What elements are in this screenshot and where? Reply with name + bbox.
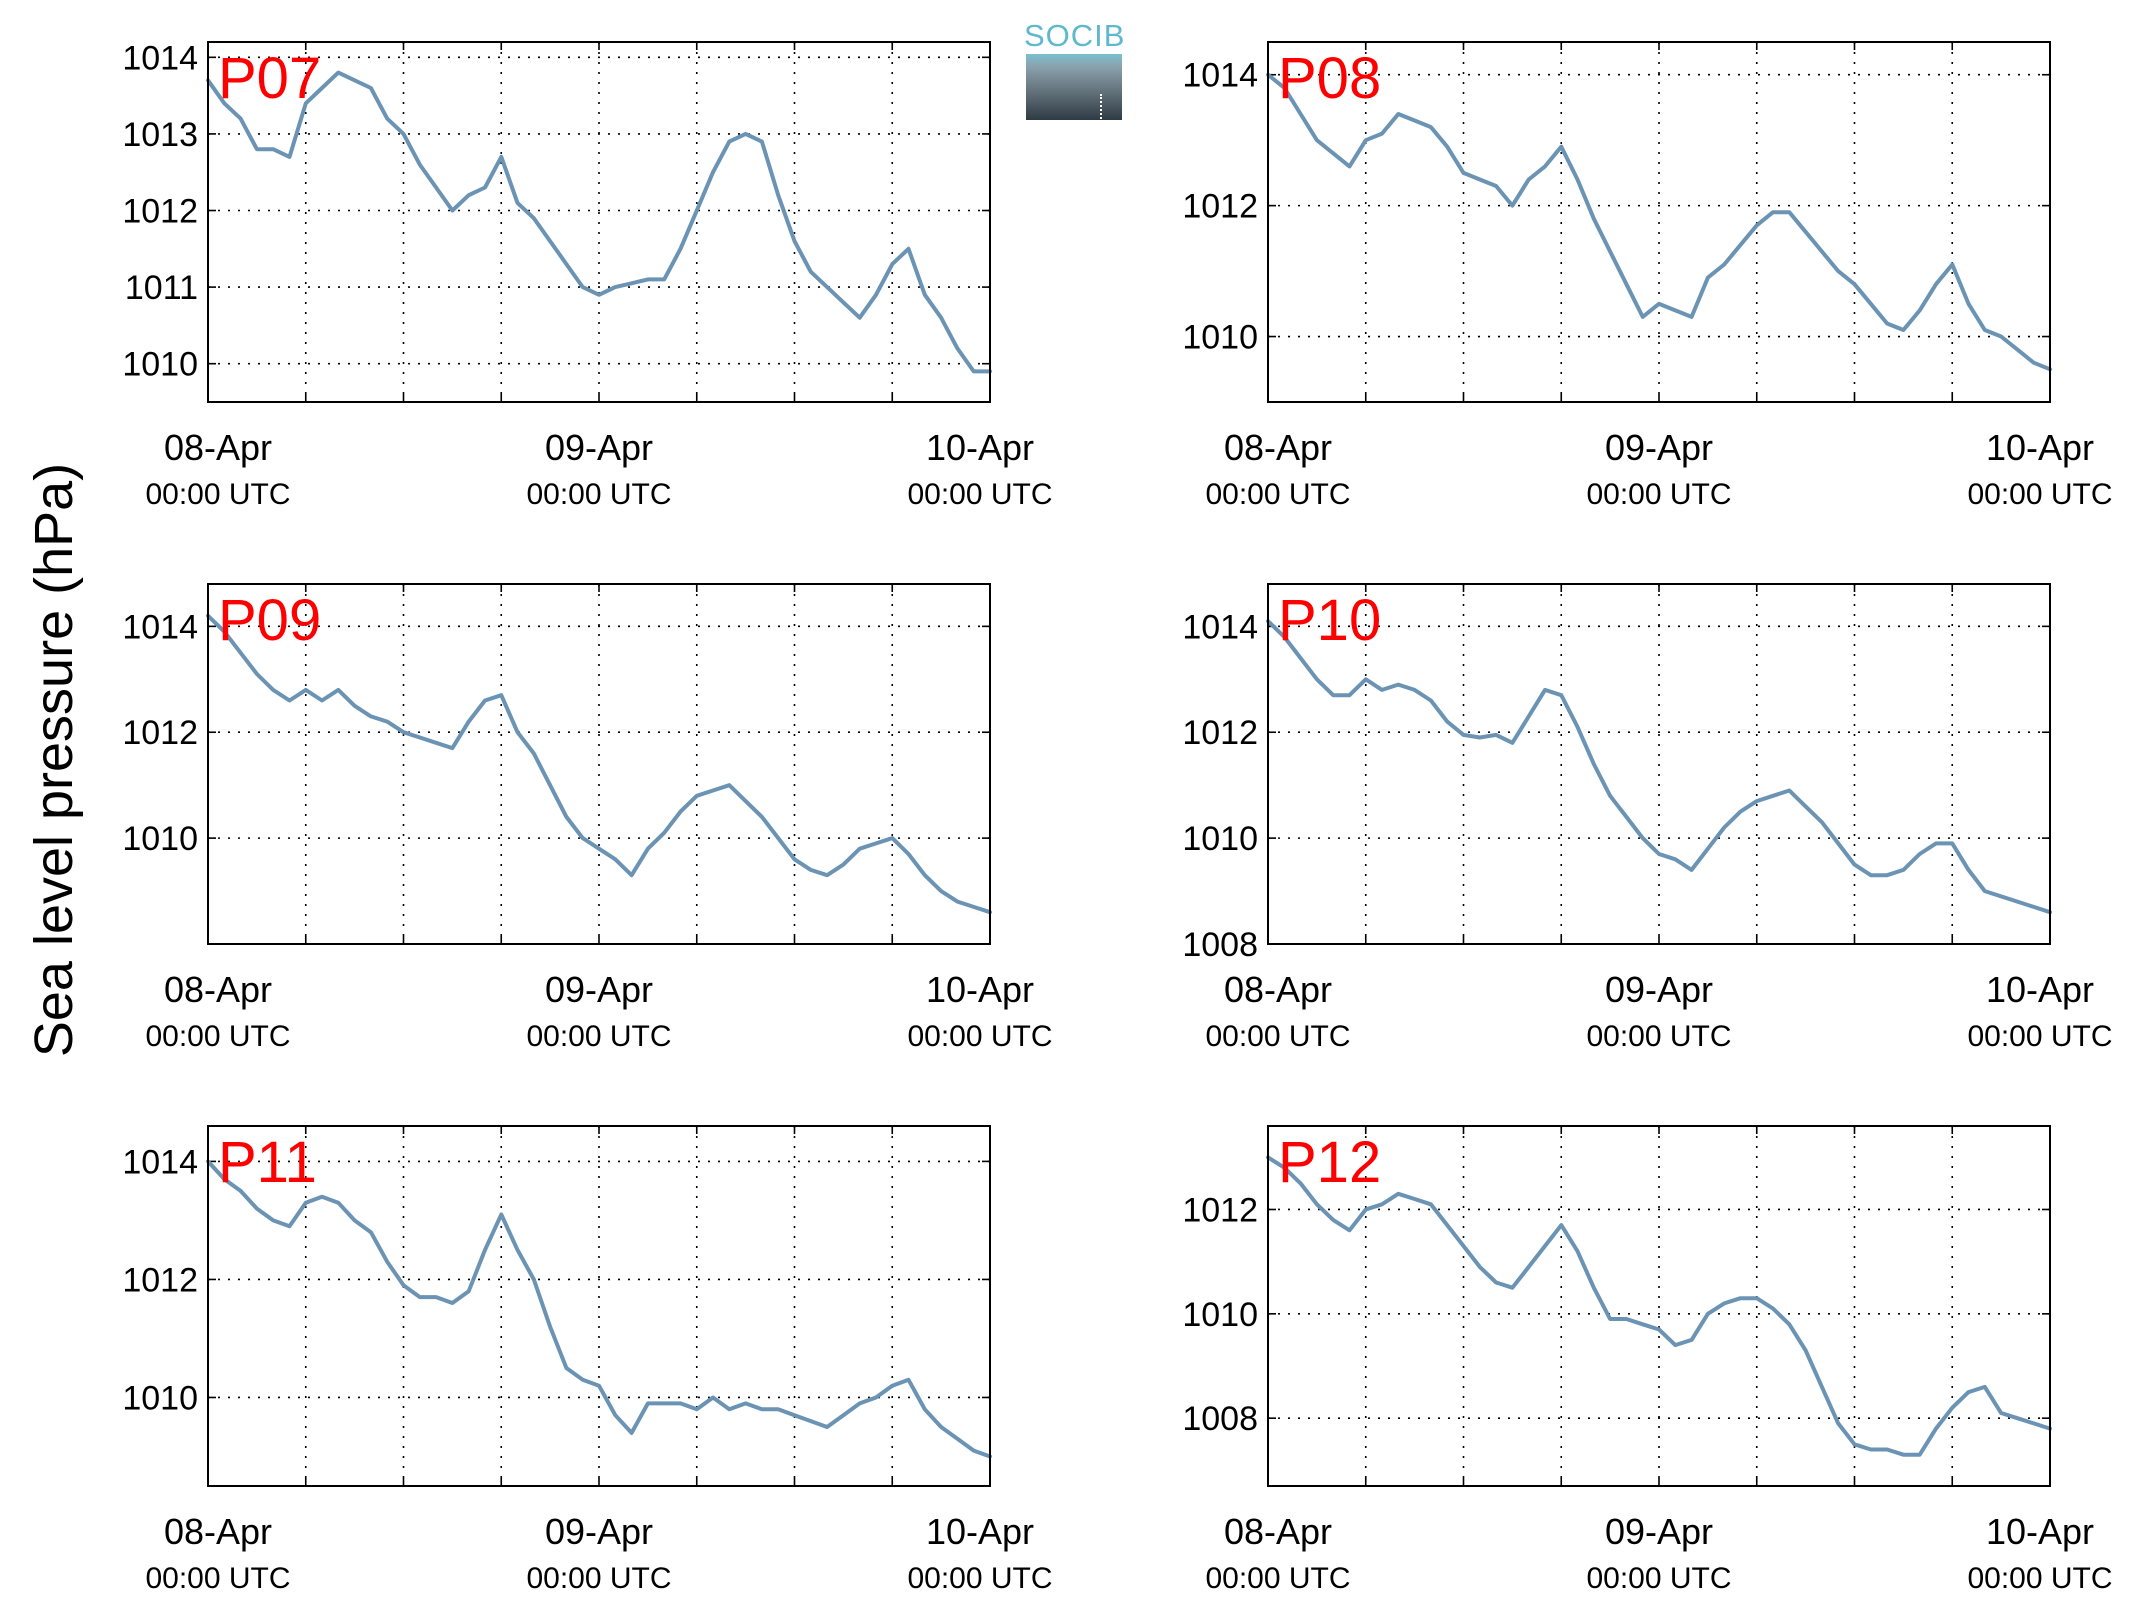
y-tick-label: 1012	[122, 1261, 198, 1299]
y-tick-label: 1010	[122, 346, 198, 384]
logo-graphic	[1026, 54, 1122, 130]
panel-p08: 1010 1012 1014 P08 08-Apr 00:00 UTC 09-Apr 00:0…	[1182, 41, 2113, 511]
pressure-line-p08	[1266, 72, 2052, 372]
x-tick-label-date: 09-Apr	[1605, 1511, 1713, 1552]
x-tick-label-date: 08-Apr	[164, 427, 272, 468]
x-tick-label-time: 00:00 UTC	[1205, 1562, 1350, 1595]
station-label: P09	[218, 588, 321, 653]
panel-p07: 1010 1011 1012 1013 1014 P07 08-Apr 00:00 UTC 09…	[122, 39, 1052, 511]
pressure-line-p12	[1266, 1155, 2052, 1457]
pressure-line-p09	[206, 613, 992, 915]
y-tick-label: 1010	[122, 820, 198, 858]
x-tick-label-time: 00:00 UTC	[145, 478, 290, 511]
x-tick-label-time: 00:00 UTC	[1205, 1020, 1350, 1053]
y-tick-label: 1011	[125, 269, 198, 307]
station-label: P12	[1278, 1130, 1381, 1195]
x-tick-label-time: 00:00 UTC	[1967, 1020, 2112, 1053]
y-tick-label: 1012	[122, 193, 198, 231]
plot-frame	[207, 583, 991, 945]
x-tick-label-time: 00:00 UTC	[145, 1562, 290, 1595]
plot-frame	[1267, 583, 2051, 945]
plot-frame	[207, 1125, 991, 1487]
station-label: P10	[1278, 588, 1381, 653]
x-tick-label-time: 00:00 UTC	[1967, 1562, 2112, 1595]
x-tick-label-date: 10-Apr	[1986, 969, 2094, 1010]
plot-frame	[1267, 1125, 2051, 1487]
x-tick-label-time: 00:00 UTC	[907, 1020, 1052, 1053]
x-tick-label-time: 00:00 UTC	[145, 1020, 290, 1053]
x-tick-label-time: 00:00 UTC	[907, 478, 1052, 511]
x-tick-label-time: 00:00 UTC	[526, 478, 671, 511]
pressure-line-p07	[206, 70, 992, 374]
y-tick-label: 1014	[122, 1143, 198, 1181]
y-tick-label: 1012	[1182, 188, 1258, 226]
y-tick-label: 1014	[1182, 608, 1258, 646]
x-tick-label-date: 10-Apr	[926, 427, 1034, 468]
panel-p12: 1008 1010 1012 P12 08-Apr 00:00 UTC 09-Apr 00:0…	[1182, 1125, 2113, 1595]
x-tick-label-date: 10-Apr	[1986, 427, 2094, 468]
y-tick-label: 1014	[122, 39, 198, 77]
x-tick-label-time: 00:00 UTC	[1586, 478, 1731, 511]
y-axis-label: Sea level pressure (hPa)	[24, 463, 84, 1057]
x-tick-label-time: 00:00 UTC	[1586, 1020, 1731, 1053]
y-tick-label: 1012	[1182, 1191, 1258, 1229]
y-tick-label: 1010	[122, 1379, 198, 1417]
pressure-line-p11	[206, 1159, 992, 1459]
x-tick-label-time: 00:00 UTC	[526, 1020, 671, 1053]
y-tick-label: 1014	[122, 608, 198, 646]
plot-frame	[207, 41, 991, 403]
x-tick-label-time: 00:00 UTC	[1586, 1562, 1731, 1595]
logo-mast-icon	[1100, 94, 1102, 130]
x-tick-label-time: 00:00 UTC	[907, 1562, 1052, 1595]
socib-logo: SOCIB	[1024, 18, 1126, 130]
logo-text: SOCIB	[1024, 18, 1126, 53]
station-label: P08	[1278, 46, 1381, 111]
x-tick-label-date: 09-Apr	[1605, 427, 1713, 468]
x-tick-label-date: 09-Apr	[545, 969, 653, 1010]
x-tick-label-date: 10-Apr	[1986, 1511, 2094, 1552]
x-tick-label-time: 00:00 UTC	[1967, 478, 2112, 511]
x-tick-label-date: 10-Apr	[926, 1511, 1034, 1552]
x-tick-label-date: 08-Apr	[1224, 427, 1332, 468]
station-label: P07	[218, 46, 321, 111]
pressure-line-p10	[1266, 619, 2052, 915]
panels: 1010 1011 1012 1013 1014 P07 08-Apr 00:00 UTC 09…	[122, 39, 2112, 1595]
x-tick-label-date: 08-Apr	[1224, 1511, 1332, 1552]
x-tick-label-date: 10-Apr	[926, 969, 1034, 1010]
y-tick-label: 1008	[1182, 926, 1258, 964]
y-tick-label: 1010	[1182, 319, 1258, 357]
x-tick-label-date: 09-Apr	[1605, 969, 1713, 1010]
x-tick-label-time: 00:00 UTC	[526, 1562, 671, 1595]
panel-p11: 1010 1012 1014 P11 08-Apr 00:00 UTC 09-Apr 00:0…	[122, 1125, 1053, 1595]
station-label: P11	[218, 1130, 317, 1195]
x-tick-label-date: 08-Apr	[1224, 969, 1332, 1010]
y-tick-label: 1010	[1182, 820, 1258, 858]
y-tick-label: 1008	[1182, 1400, 1258, 1438]
y-tick-label: 1012	[122, 714, 198, 752]
y-tick-label: 1013	[122, 116, 198, 154]
x-tick-label-date: 08-Apr	[164, 1511, 272, 1552]
panel-p10: 1008 1010 1012 1014 P10 08-Apr 00:00 UTC 09-Apr…	[1182, 583, 2113, 1053]
y-tick-label: 1012	[1182, 714, 1258, 752]
x-tick-label-date: 09-Apr	[545, 427, 653, 468]
x-tick-label-date: 09-Apr	[545, 1511, 653, 1552]
panel-p09: 1010 1012 1014 P09 08-Apr 00:00 UTC 09-Apr 00:0…	[122, 583, 1053, 1053]
plot-frame	[1267, 41, 2051, 403]
x-tick-label-time: 00:00 UTC	[1205, 478, 1350, 511]
y-tick-label: 1014	[1182, 57, 1258, 95]
y-tick-label: 1010	[1182, 1296, 1258, 1334]
x-tick-label-date: 08-Apr	[164, 969, 272, 1010]
